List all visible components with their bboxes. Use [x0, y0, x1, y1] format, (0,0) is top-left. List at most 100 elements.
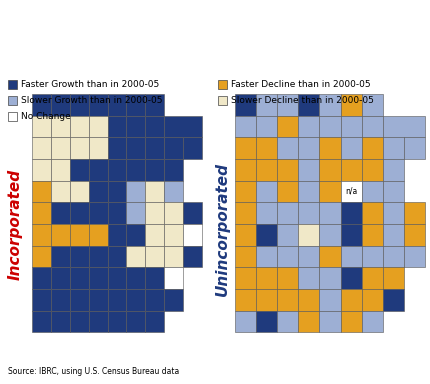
Bar — [126, 94, 145, 116]
Bar — [32, 202, 51, 224]
Bar — [108, 159, 126, 180]
Bar — [32, 116, 51, 137]
Bar — [276, 159, 298, 180]
Bar — [319, 202, 340, 224]
Bar — [255, 311, 276, 332]
Bar — [32, 246, 51, 267]
Bar — [319, 137, 340, 159]
Bar — [183, 224, 202, 246]
Bar — [340, 137, 361, 159]
Bar — [8, 96, 17, 105]
Bar — [70, 159, 89, 180]
Bar — [145, 289, 164, 311]
Bar — [276, 311, 298, 332]
Bar — [319, 267, 340, 289]
Bar — [32, 137, 51, 159]
Bar — [403, 137, 424, 159]
Bar — [340, 202, 361, 224]
Bar — [51, 289, 70, 311]
Bar — [145, 116, 164, 137]
Bar — [361, 159, 382, 180]
Bar — [276, 180, 298, 202]
Text: Faster Decline than in 2000-05: Faster Decline than in 2000-05 — [230, 80, 370, 89]
Bar — [126, 311, 145, 332]
Bar — [382, 246, 403, 267]
Bar — [126, 246, 145, 267]
Bar — [298, 202, 319, 224]
Bar — [255, 137, 276, 159]
Bar — [32, 267, 51, 289]
Bar — [298, 159, 319, 180]
Bar — [164, 267, 183, 289]
Bar — [298, 267, 319, 289]
Bar — [70, 116, 89, 137]
Bar — [164, 202, 183, 224]
Bar — [70, 246, 89, 267]
Bar — [234, 246, 255, 267]
Bar — [340, 180, 361, 202]
Bar — [218, 80, 227, 89]
Bar — [89, 311, 108, 332]
Bar — [183, 137, 202, 159]
Bar — [234, 289, 255, 311]
Bar — [255, 180, 276, 202]
Bar — [319, 289, 340, 311]
Bar — [108, 137, 126, 159]
Bar — [234, 202, 255, 224]
Bar — [51, 246, 70, 267]
Bar — [8, 80, 17, 89]
Bar — [361, 180, 382, 202]
Bar — [319, 224, 340, 246]
Bar — [145, 180, 164, 202]
Bar — [255, 116, 276, 137]
Bar — [108, 289, 126, 311]
Bar — [108, 311, 126, 332]
Bar — [382, 267, 403, 289]
Bar — [70, 267, 89, 289]
Bar — [382, 289, 403, 311]
Bar — [234, 116, 255, 137]
Bar — [276, 267, 298, 289]
Bar — [382, 180, 403, 202]
Bar — [382, 224, 403, 246]
Bar — [361, 224, 382, 246]
Bar — [298, 289, 319, 311]
Bar — [145, 246, 164, 267]
Bar — [403, 246, 424, 267]
Bar — [108, 94, 126, 116]
Bar — [51, 180, 70, 202]
Bar — [70, 311, 89, 332]
Bar — [164, 137, 183, 159]
Bar — [70, 202, 89, 224]
Bar — [276, 137, 298, 159]
Bar — [89, 94, 108, 116]
Bar — [255, 267, 276, 289]
Bar — [361, 116, 382, 137]
Bar — [234, 180, 255, 202]
Bar — [126, 202, 145, 224]
Bar — [164, 246, 183, 267]
Bar — [70, 94, 89, 116]
Text: Slower Growth than in 2000-05: Slower Growth than in 2000-05 — [21, 96, 162, 105]
Bar — [276, 246, 298, 267]
Bar — [164, 289, 183, 311]
Bar — [126, 224, 145, 246]
Bar — [319, 159, 340, 180]
Bar — [319, 180, 340, 202]
Bar — [218, 96, 227, 105]
Bar — [51, 116, 70, 137]
Bar — [234, 224, 255, 246]
Bar — [298, 224, 319, 246]
Bar — [276, 116, 298, 137]
Bar — [126, 137, 145, 159]
Bar — [126, 267, 145, 289]
Bar — [340, 159, 361, 180]
Bar — [298, 246, 319, 267]
Bar — [70, 289, 89, 311]
Bar — [126, 159, 145, 180]
Bar — [145, 202, 164, 224]
Bar — [183, 246, 202, 267]
Bar — [340, 246, 361, 267]
Bar — [89, 246, 108, 267]
Bar — [108, 180, 126, 202]
